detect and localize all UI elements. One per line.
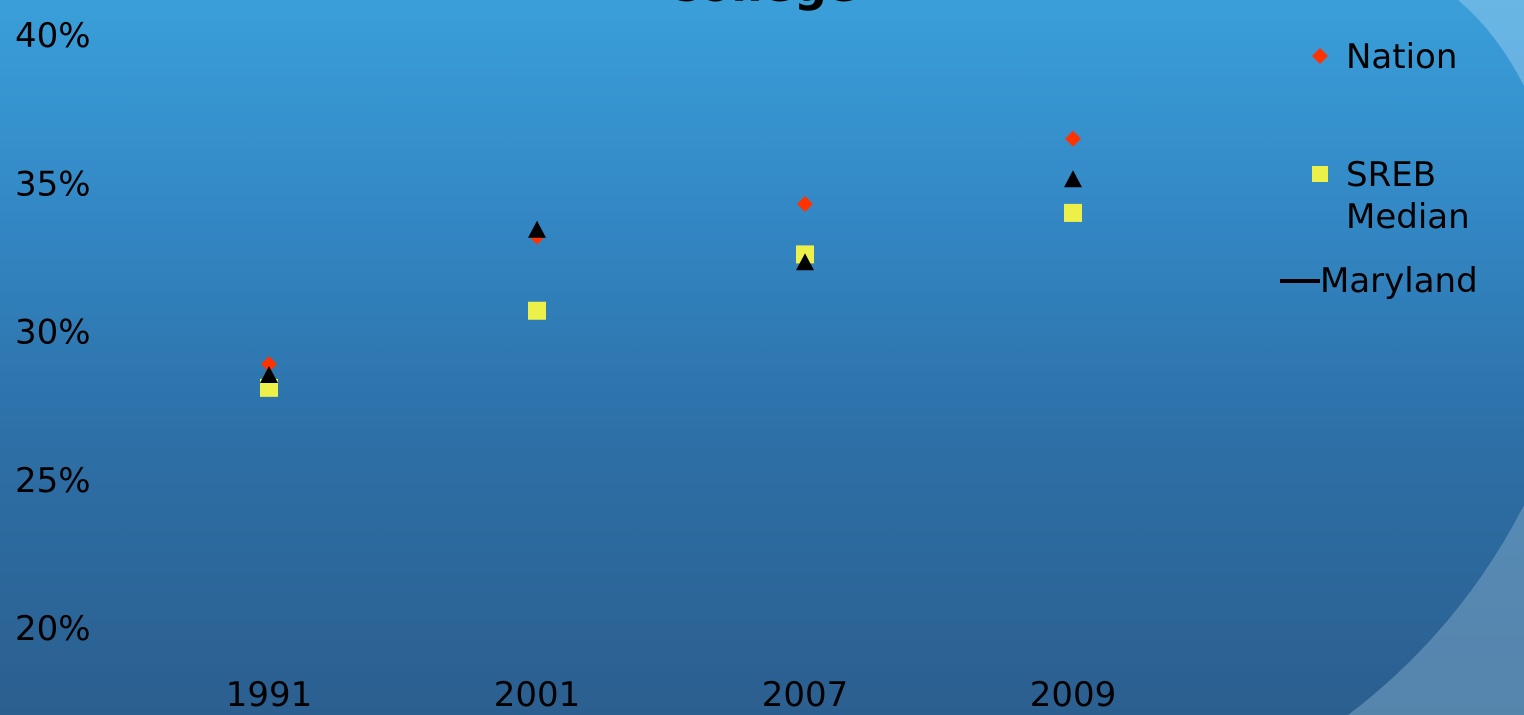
legend-item-maryland: Maryland: [1280, 260, 1524, 302]
y-tick-label: 20%: [15, 609, 91, 649]
data-point-nation: [797, 196, 813, 213]
legend: Nation SREB Median Maryland: [1280, 36, 1524, 302]
data-point-sreb-median: [528, 301, 546, 320]
legend-maryland-marker: [1280, 279, 1320, 283]
data-point-maryland: [1064, 170, 1082, 188]
x-tick-label: 2001: [494, 675, 581, 715]
y-tick-label: 30%: [15, 313, 91, 353]
data-point-maryland: [528, 220, 546, 238]
x-tick-label: 1991: [226, 675, 313, 715]
x-tick-label: 2007: [762, 675, 849, 715]
y-tick-label: 35%: [15, 164, 91, 204]
legend-item-sreb-median: SREB Median: [1302, 154, 1524, 252]
data-point-nation: [1065, 130, 1081, 147]
data-point-sreb-median: [260, 378, 278, 397]
legend-label-maryland: Maryland: [1320, 261, 1478, 301]
legend-label-nation: Nation: [1346, 37, 1458, 77]
legend-label-sreb-median: SREB Median: [1346, 155, 1470, 237]
x-tick-label: 2009: [1030, 675, 1117, 715]
data-point-maryland: [796, 253, 814, 271]
data-point-sreb-median: [1064, 203, 1082, 222]
legend-item-nation: Nation: [1302, 36, 1524, 92]
data-point-maryland: [260, 365, 278, 383]
chart-title: College: [0, 0, 1524, 12]
data-point-nation: [261, 356, 277, 373]
y-tick-label: 25%: [15, 461, 91, 501]
y-tick-label: 40%: [15, 16, 91, 56]
legend-nation-marker: [1312, 48, 1328, 64]
legend-sreb-median-marker: [1312, 166, 1328, 182]
